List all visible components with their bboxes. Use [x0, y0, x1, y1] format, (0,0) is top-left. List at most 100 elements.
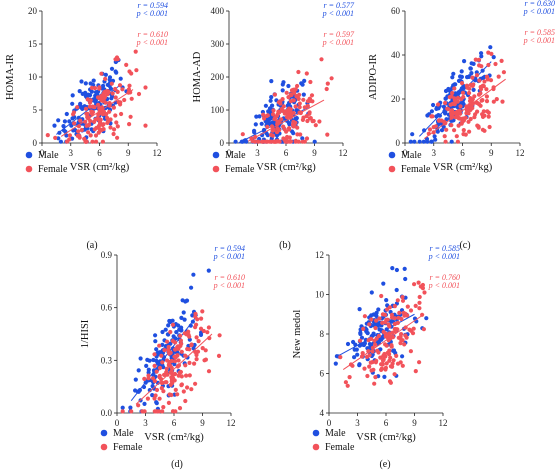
female-point [115, 89, 120, 94]
male-point [410, 132, 415, 137]
female-point [170, 322, 176, 327]
male-point [161, 365, 166, 370]
female-point [76, 133, 81, 138]
male-point [77, 89, 82, 94]
male-point [269, 79, 274, 84]
male-point [160, 329, 165, 335]
female-point [96, 123, 102, 128]
female-point [417, 294, 422, 300]
female-point [379, 293, 384, 299]
female-point [203, 348, 208, 353]
male-r-value: r = 0.577 [323, 1, 355, 10]
x-tick-label: 9 [489, 148, 494, 158]
female-point [479, 64, 484, 69]
male-point [443, 88, 449, 94]
y-tick-label: 100 [211, 105, 225, 115]
male-p-value: p < 0.001 [136, 9, 168, 18]
female-point [289, 88, 295, 93]
female-point [481, 109, 486, 114]
male-point [154, 400, 159, 405]
female-point [452, 86, 457, 91]
female-point [285, 134, 290, 140]
male-point [431, 102, 436, 108]
female-point [373, 375, 378, 380]
female-point [159, 386, 164, 391]
y-tick-label: 40 [391, 50, 401, 60]
male-point [376, 307, 381, 312]
female-point [173, 347, 178, 352]
male-legend-marker [388, 151, 396, 159]
female-point [480, 114, 486, 119]
scatter-panel-e: 0 3 6 9 12 4 6 8 10 12 VSR (cm²/kg) New medol r = 0.… [292, 244, 460, 470]
female-point [481, 84, 486, 89]
male-point [118, 76, 123, 81]
female-point [279, 106, 284, 112]
x-tick-label: 6 [384, 418, 389, 428]
male-point [269, 95, 274, 100]
female-point [164, 366, 169, 371]
female-point [273, 115, 278, 120]
female-point [482, 79, 487, 84]
male-point [429, 109, 434, 114]
x-axis-label: VSR (cm²/kg) [144, 432, 204, 443]
female-point [153, 393, 158, 398]
female-point [185, 346, 190, 352]
female-point [388, 355, 393, 360]
female-point [177, 406, 183, 411]
female-point [154, 369, 159, 374]
male-point [154, 347, 159, 352]
female-point [115, 57, 120, 62]
male-point [468, 66, 473, 71]
female-point [92, 127, 97, 132]
male-point [334, 354, 339, 359]
female-point [301, 97, 306, 102]
female-point [129, 409, 134, 414]
female-point [491, 99, 496, 104]
female-point [114, 120, 119, 125]
female-point [455, 95, 461, 100]
female-point [388, 380, 393, 385]
female-point [444, 127, 449, 132]
female-point [329, 76, 334, 81]
female-point [161, 389, 166, 394]
female-point [401, 310, 406, 315]
male-point [389, 319, 394, 324]
female-point [109, 81, 114, 86]
male-point [365, 331, 370, 336]
male-legend-marker [212, 151, 220, 159]
y-tick-label: 0.0 [101, 408, 113, 418]
female-point [105, 115, 110, 120]
female-point [380, 358, 386, 363]
female-point [67, 137, 72, 142]
female-point [87, 104, 92, 109]
female-point [389, 343, 394, 348]
male-point [312, 139, 317, 144]
x-tick-label: 3 [432, 148, 437, 158]
y-tick-label: 0 [396, 138, 401, 148]
female-point [422, 290, 427, 295]
female-point [92, 86, 98, 91]
female-point [304, 114, 309, 119]
female-point [200, 346, 205, 351]
x-tick-label: 9 [200, 418, 205, 428]
female-point [413, 303, 418, 308]
female-point [183, 353, 188, 358]
female-trend-line [135, 333, 213, 405]
x-tick-label: 6 [460, 148, 465, 158]
female-point [491, 86, 496, 92]
female-point [53, 135, 58, 140]
female-p-value: p < 0.001 [428, 281, 460, 290]
y-axis-label: New medol [292, 310, 303, 359]
male-point [146, 370, 151, 375]
female-point [193, 381, 198, 386]
male-point [142, 401, 147, 406]
male-r-value: r = 0.594 [214, 244, 245, 253]
female-point [173, 387, 178, 392]
male-p-value: p < 0.001 [322, 9, 354, 18]
female-point [367, 353, 372, 358]
female-point [305, 103, 310, 108]
male-point [441, 124, 446, 129]
female-point [449, 94, 454, 99]
male-point [361, 342, 366, 347]
male-point [174, 330, 179, 335]
